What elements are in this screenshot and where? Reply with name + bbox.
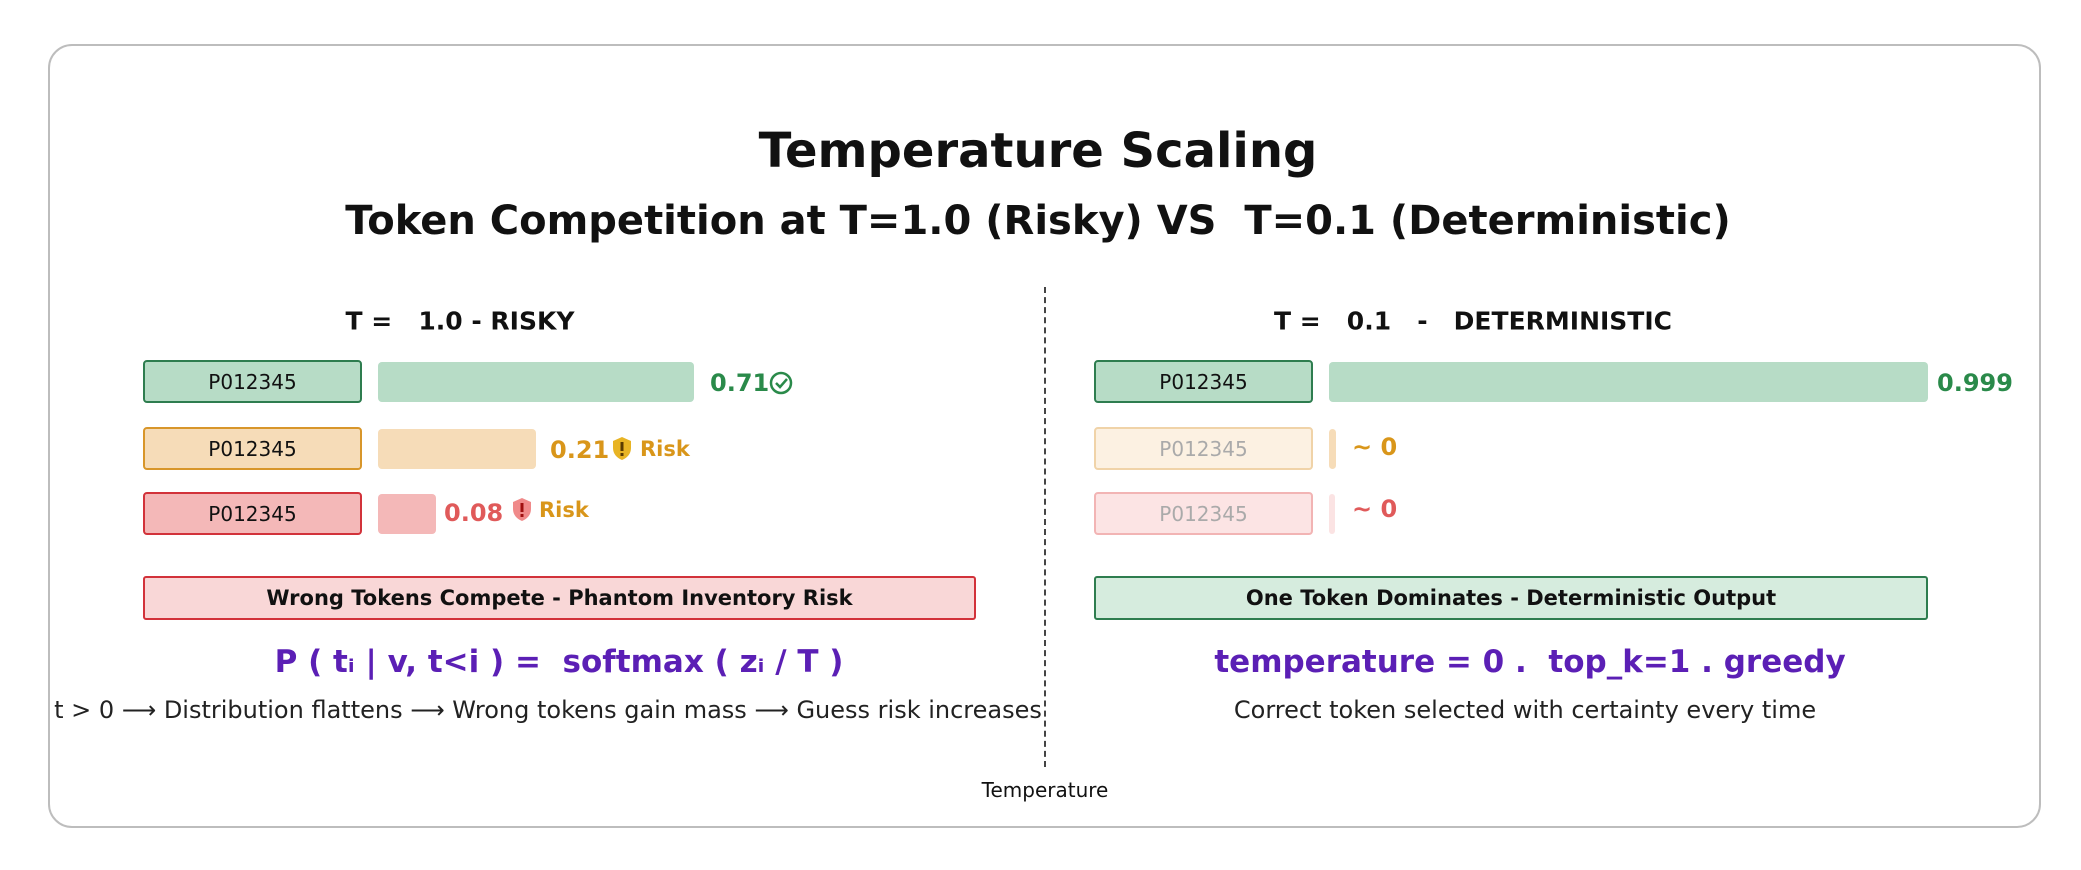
- banner: Wrong Tokens Compete - Phantom Inventory…: [143, 576, 976, 620]
- bar: [1329, 362, 1928, 402]
- token-box: P012345: [1094, 427, 1313, 470]
- bar: [378, 429, 536, 469]
- banner: One Token Dominates - Deterministic Outp…: [1094, 576, 1928, 620]
- value: ~ 0: [1352, 433, 1398, 461]
- value: 0.08: [444, 499, 504, 527]
- value: ~ 0: [1352, 495, 1398, 523]
- value: 0.999: [1937, 369, 2013, 397]
- axis-label: Temperature: [981, 778, 1109, 802]
- divider: [1044, 287, 1046, 767]
- formula: temperature = 0 . top_k=1 . greedy: [1214, 644, 1846, 680]
- title: Temperature Scaling: [758, 123, 1318, 179]
- bar: [1329, 494, 1335, 534]
- subtitle: Token Competition at T=1.0 (Risky) VS T=…: [345, 198, 1731, 244]
- value: 0.21: [550, 436, 610, 464]
- panel-header: T = 1.0 - RISKY: [345, 306, 575, 336]
- check-icon: [769, 371, 793, 395]
- shield-icon: [513, 498, 531, 521]
- token-box: P012345: [143, 492, 362, 535]
- bar: [378, 494, 436, 534]
- risk-flag: Risk: [640, 437, 690, 461]
- token-box: P012345: [1094, 360, 1313, 403]
- caption: Correct token selected with certainty ev…: [1233, 696, 1817, 724]
- caption: t > 0 ⟶ Distribution flattens ⟶ Wrong to…: [54, 696, 1042, 724]
- panel-header: T = 0.1 - DETERMINISTIC: [1273, 306, 1673, 336]
- bar: [378, 362, 694, 402]
- shield-icon: [613, 437, 631, 460]
- token-box: P012345: [143, 427, 362, 470]
- formula: P ( tᵢ | v, t<i ) = softmax ( zᵢ / T ): [274, 644, 844, 680]
- token-box: P012345: [1094, 492, 1313, 535]
- token-box: P012345: [143, 360, 362, 403]
- value: 0.71: [710, 369, 770, 397]
- bar: [1329, 429, 1336, 469]
- risk-flag: Risk: [539, 498, 589, 522]
- frame: [48, 44, 2041, 828]
